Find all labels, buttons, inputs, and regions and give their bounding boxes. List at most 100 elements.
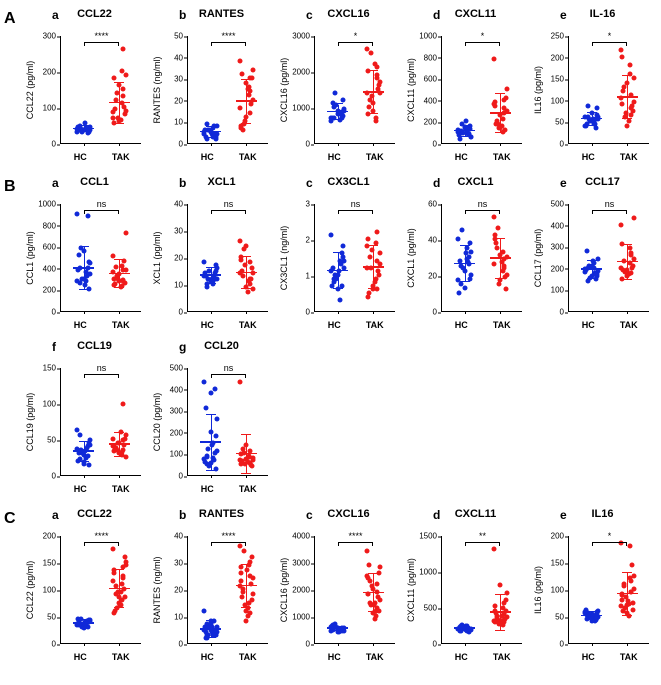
data-point (621, 89, 626, 94)
x-labels: HCTAK (187, 484, 268, 494)
plot-area: **** (187, 36, 268, 144)
data-point (239, 565, 244, 570)
data-point (503, 597, 508, 602)
data-point (376, 269, 381, 274)
error-cap (587, 619, 597, 620)
y-ticks: 050100150 (22, 368, 58, 476)
error-cap (622, 118, 632, 119)
panel-title: CCL19 (22, 340, 147, 352)
data-point (250, 576, 255, 581)
panel-ccl19: fCCL19CCL19 (pg/ml)050100150nsHCTAK (22, 340, 147, 498)
y-tick: 400 (424, 96, 437, 105)
data-point (121, 277, 126, 282)
data-point (75, 211, 80, 216)
x-tick (119, 475, 120, 478)
y-ticks: 050100150200 (22, 536, 58, 644)
y-tick: 1000 (419, 32, 437, 41)
error-cap (79, 626, 89, 627)
x-tick (627, 143, 628, 146)
x-label: TAK (228, 320, 269, 330)
x-labels: HCTAK (314, 652, 395, 662)
plot-area: * (441, 36, 522, 144)
data-point (375, 229, 380, 234)
y-tick: 2000 (292, 586, 310, 595)
plot-area: ns (314, 204, 395, 312)
x-label: HC (60, 152, 101, 162)
y-tick: 100 (43, 586, 56, 595)
y-tick: 100 (551, 286, 564, 295)
data-point (462, 285, 467, 290)
error-bar (627, 573, 628, 616)
y-tick: 0 (52, 140, 56, 149)
data-point (628, 112, 633, 117)
data-point (593, 125, 598, 130)
data-point (491, 215, 496, 220)
error-cap (460, 136, 470, 137)
data-point (622, 581, 627, 586)
data-point (241, 447, 246, 452)
data-point (237, 106, 242, 111)
x-tick (211, 475, 212, 478)
data-point (214, 434, 219, 439)
data-point (340, 97, 345, 102)
significance-label: ns (97, 199, 107, 209)
data-point (237, 457, 242, 462)
data-point (112, 570, 117, 575)
significance-bracket (84, 542, 120, 543)
y-tick: 500 (551, 200, 564, 209)
panels-container: aCCL1CCL1 (pg/ml)02004006008001000nsHCTA… (22, 176, 657, 504)
error-cap (622, 244, 632, 245)
data-point (491, 547, 496, 552)
plot-area: ns (187, 368, 268, 476)
y-tick: 50 (555, 118, 564, 127)
panel-rantes: bRANTESRANTES (ng/ml)010203040****HCTAK (149, 508, 274, 666)
error-bar (500, 239, 501, 279)
x-label: HC (187, 484, 228, 494)
error-cap (495, 132, 505, 133)
y-tick: 200 (43, 532, 56, 541)
data-point (113, 608, 118, 613)
panel-title: CXCL1 (403, 176, 528, 188)
x-tick (373, 143, 374, 146)
y-tick: 0 (52, 472, 56, 481)
x-tick (211, 643, 212, 646)
data-point (123, 231, 128, 236)
x-label: HC (187, 152, 228, 162)
x-tick (500, 143, 501, 146)
x-label: TAK (609, 152, 650, 162)
x-tick (465, 643, 466, 646)
error-bar (338, 105, 339, 121)
error-bar (373, 574, 374, 612)
data-point (341, 244, 346, 249)
x-label: HC (314, 652, 355, 662)
data-point (205, 454, 210, 459)
data-point (627, 543, 632, 548)
data-point (504, 87, 509, 92)
data-point (121, 402, 126, 407)
error-cap (241, 564, 251, 565)
y-tick: 0 (433, 640, 437, 649)
data-point (240, 595, 245, 600)
section-label: A (4, 8, 22, 28)
y-tick: 40 (174, 53, 183, 62)
data-point (365, 237, 370, 242)
y-tick: 200 (551, 53, 564, 62)
plot-area: * (568, 36, 649, 144)
error-cap (206, 267, 216, 268)
error-cap (241, 607, 251, 608)
data-point (78, 433, 83, 438)
data-point (377, 251, 382, 256)
x-label: HC (314, 152, 355, 162)
data-point (212, 451, 217, 456)
data-point (202, 260, 207, 265)
y-tick: 30 (174, 227, 183, 236)
plot-area: ns (187, 204, 268, 312)
panel-il16: eIL16IL16 (pg/ml)050100150200*HCTAK (530, 508, 655, 666)
significance-bracket (84, 210, 120, 211)
data-point (212, 386, 217, 391)
data-point (250, 592, 255, 597)
y-tick: 100 (43, 400, 56, 409)
error-cap (333, 119, 343, 120)
x-labels: HCTAK (60, 652, 141, 662)
y-tick: 600 (43, 243, 56, 252)
